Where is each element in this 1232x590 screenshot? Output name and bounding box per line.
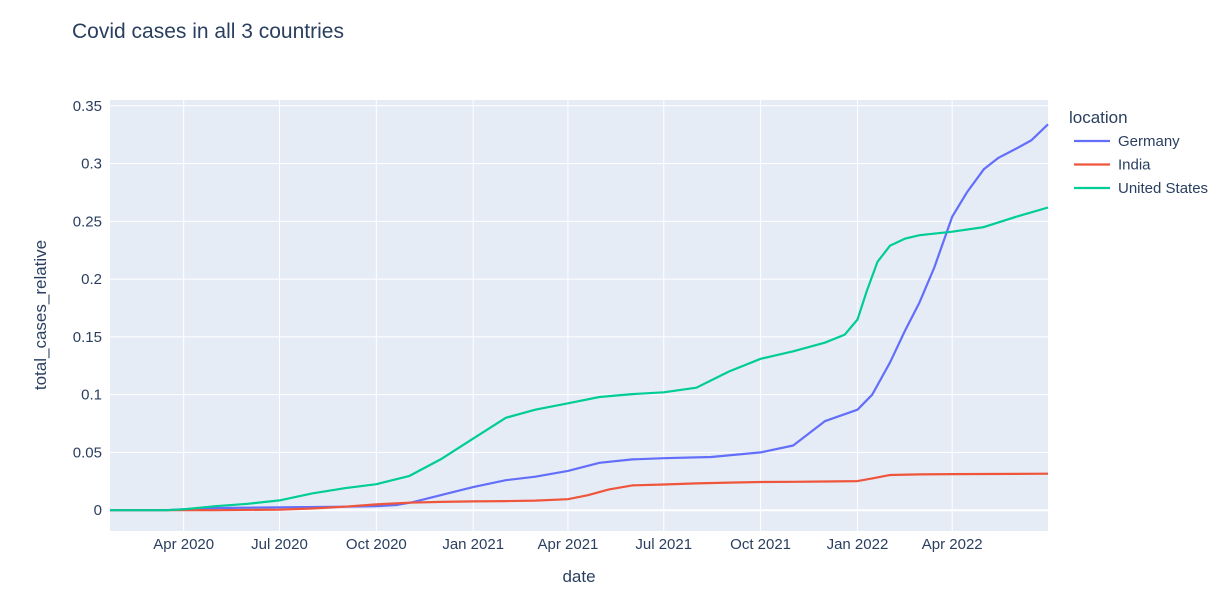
x-tick-label: Apr 2022 xyxy=(922,536,983,553)
x-tick-label: Jul 2020 xyxy=(251,536,308,553)
x-tick-labels: Apr 2020 Jul 2020 Oct 2020 Jan 2021 Apr 2021… xyxy=(153,536,982,553)
x-tick-label: Apr 2020 xyxy=(153,536,214,553)
y-tick-label: 0.35 xyxy=(73,98,102,115)
legend-label-united-states: United States xyxy=(1118,180,1208,197)
legend-label-india: India xyxy=(1118,157,1151,174)
chart-title: Covid cases in all 3 countries xyxy=(72,20,344,43)
y-tick-label: 0.05 xyxy=(73,444,102,461)
x-tick-label: Jul 2021 xyxy=(635,536,692,553)
plot-area xyxy=(110,100,1048,531)
x-tick-label: Oct 2021 xyxy=(730,536,791,553)
y-tick-label: 0.25 xyxy=(73,213,102,230)
legend-title: location xyxy=(1069,108,1128,127)
series-lines xyxy=(110,123,1049,512)
y-tick-label: 0.1 xyxy=(81,387,102,404)
x-tick-label: Apr 2021 xyxy=(538,536,599,553)
series-line-united-states xyxy=(110,206,1049,512)
legend-label-germany: Germany xyxy=(1118,133,1180,150)
y-tick-label: 0.15 xyxy=(73,329,102,346)
y-tick-label: 0.3 xyxy=(81,156,102,173)
y-axis-title: total_cases_relative xyxy=(31,240,50,390)
x-tick-label: Jan 2022 xyxy=(827,536,889,553)
x-tick-label: Oct 2020 xyxy=(346,536,407,553)
y-tick-label: 0 xyxy=(94,502,102,519)
legend: location Germany India United States xyxy=(1069,108,1208,197)
y-tick-labels: 0 0.05 0.1 0.15 0.2 0.25 0.3 0.35 xyxy=(73,98,102,519)
y-gridlines xyxy=(110,105,1048,512)
series-line-india xyxy=(110,472,1049,512)
x-tick-label: Jan 2021 xyxy=(442,536,504,553)
y-tick-label: 0.2 xyxy=(81,271,102,288)
x-axis-title: date xyxy=(562,567,595,586)
x-gridlines xyxy=(183,100,953,531)
